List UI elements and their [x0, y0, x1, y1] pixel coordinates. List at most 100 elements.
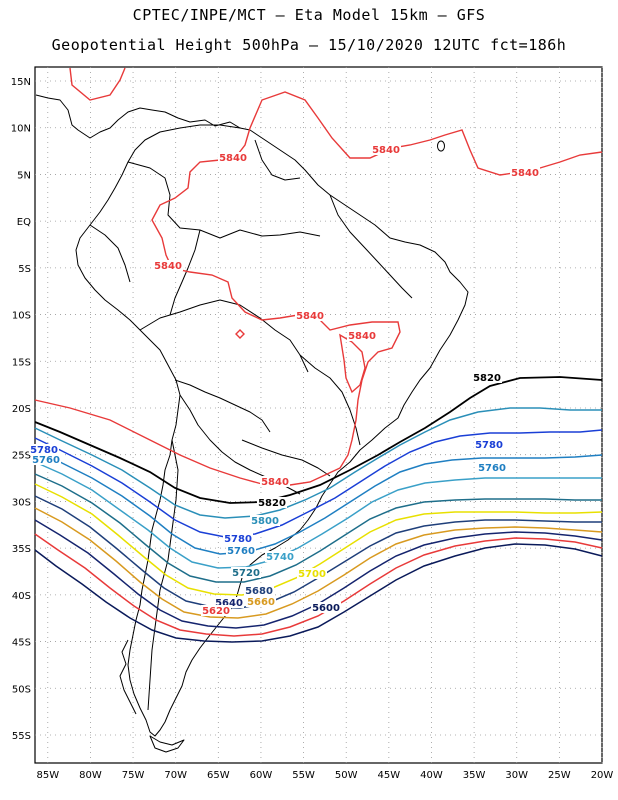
- contour-5820: [34, 376, 603, 504]
- contour-label-bg: [477, 462, 507, 473]
- lon-label: 20W: [591, 770, 614, 781]
- contour-label-bg: [244, 585, 274, 596]
- contour-label-bg: [214, 597, 244, 608]
- contour-label: 5800: [251, 516, 279, 527]
- lon-label: 55W: [292, 770, 315, 781]
- contour-label-bg: [223, 533, 253, 544]
- lon-label: 80W: [79, 770, 102, 781]
- plot-frame: [34, 66, 603, 764]
- lat-label: 50S: [12, 684, 31, 695]
- contour-label-bg: [231, 567, 261, 578]
- contour-label: 5840: [219, 153, 247, 164]
- latitude-labels: 15N 10N 5N EQ 5S 10S 15S 20S 25S 30S 35S 40S 45S 50S 5…: [11, 77, 31, 742]
- border-9: [329, 194, 413, 299]
- contour-5740: [34, 461, 602, 569]
- contour-label: 5600: [312, 603, 340, 614]
- chile-islands: [119, 639, 137, 715]
- contour-label: 5760: [32, 455, 60, 466]
- south-america-coast: [75, 124, 469, 737]
- contour-label-bg: [311, 602, 341, 613]
- contour-label: 5780: [475, 440, 503, 451]
- contour-label: 5720: [232, 568, 260, 579]
- lat-label: 55S: [12, 731, 31, 742]
- lat-label: 10N: [11, 124, 31, 135]
- contour-label-bg: [472, 372, 502, 383]
- lat-label: 30S: [12, 497, 31, 508]
- contour-label-bg: [297, 568, 327, 579]
- border-11: [89, 224, 131, 283]
- map-subtitle: Geopotential Height 500hPa – 15/10/2020 …: [51, 36, 567, 54]
- contour-5840-main: [249, 91, 603, 176]
- contour-label-bg: [510, 167, 540, 178]
- contour-5600: [34, 543, 603, 643]
- border-7: [147, 439, 179, 711]
- lon-label: 45W: [378, 770, 401, 781]
- lat-label: 35S: [12, 544, 31, 555]
- contour-label: 5820: [258, 498, 286, 509]
- contour-label: 5740: [266, 552, 294, 563]
- lon-label: 35W: [463, 770, 486, 781]
- lat-label: 45S: [12, 638, 31, 649]
- border-4: [174, 379, 271, 433]
- contour-label-bg: [265, 551, 295, 562]
- southern-islands: [149, 735, 185, 753]
- border-2: [169, 229, 201, 316]
- lat-label: 15N: [11, 77, 31, 88]
- contour-5840-south: [34, 399, 263, 485]
- contour-label-bg: [295, 310, 325, 321]
- contour-labels: 5840 5840 5840 5840 5840 5840 5840 5820 5820 5780…: [29, 144, 540, 617]
- island-mark: [437, 140, 445, 152]
- contour-5840-western: [151, 127, 401, 487]
- contour-label-bg: [31, 454, 61, 465]
- contour-label: 5840: [154, 261, 182, 272]
- map-title: CPTEC/INPE/MCT – Eta Model 15km – GFS: [132, 6, 486, 24]
- contour-5780: [34, 429, 603, 538]
- contour-label: 5840: [372, 145, 400, 156]
- lat-label: EQ: [17, 217, 31, 228]
- contour-label: 5660: [247, 597, 275, 608]
- contour-5840-loop: [339, 333, 366, 394]
- contour-label: 5680: [245, 586, 273, 597]
- contour-label: 5620: [202, 606, 230, 617]
- lon-label: 40W: [420, 770, 443, 781]
- lon-label: 75W: [122, 770, 145, 781]
- coastlines: [35, 94, 469, 753]
- contour-label: 5780: [30, 445, 58, 456]
- contour-5640: [34, 519, 603, 629]
- contour-label-bg: [246, 596, 276, 607]
- contour-label: 5820: [473, 373, 501, 384]
- lat-label: 40S: [12, 591, 31, 602]
- contour-label-bg: [153, 260, 183, 271]
- contour-label: 5840: [348, 331, 376, 342]
- lat-label: 25S: [12, 451, 31, 462]
- lat-label: 5N: [17, 170, 31, 181]
- contour-5840-small: [235, 329, 245, 339]
- lat-label: 15S: [12, 357, 31, 368]
- contour-5620: [34, 533, 603, 637]
- contour-5720: [34, 473, 602, 583]
- lon-label: 85W: [36, 770, 59, 781]
- contour-label-bg: [250, 515, 280, 526]
- lon-label: 70W: [164, 770, 187, 781]
- graticule: [35, 67, 603, 763]
- border-6: [299, 354, 361, 446]
- contour-label-bg: [347, 330, 377, 341]
- lon-label: 30W: [505, 770, 528, 781]
- contour-label: 5760: [227, 546, 255, 557]
- contour-label-bg: [371, 144, 401, 155]
- border-3: [139, 299, 309, 373]
- contour-label-bg: [474, 439, 504, 450]
- contour-label: 5700: [298, 569, 326, 580]
- contour-label: 5780: [224, 534, 252, 545]
- contour-label: 5760: [478, 463, 506, 474]
- contour-label: 5840: [296, 311, 324, 322]
- lat-label: 5S: [18, 264, 31, 275]
- lon-label: 50W: [335, 770, 358, 781]
- contour-label: 5840: [261, 477, 289, 488]
- border-10: [254, 139, 301, 181]
- contour-5760: [34, 449, 603, 555]
- lat-label: 10S: [12, 311, 31, 322]
- contour-label-bg: [201, 605, 231, 616]
- contour-label-bg: [226, 545, 256, 556]
